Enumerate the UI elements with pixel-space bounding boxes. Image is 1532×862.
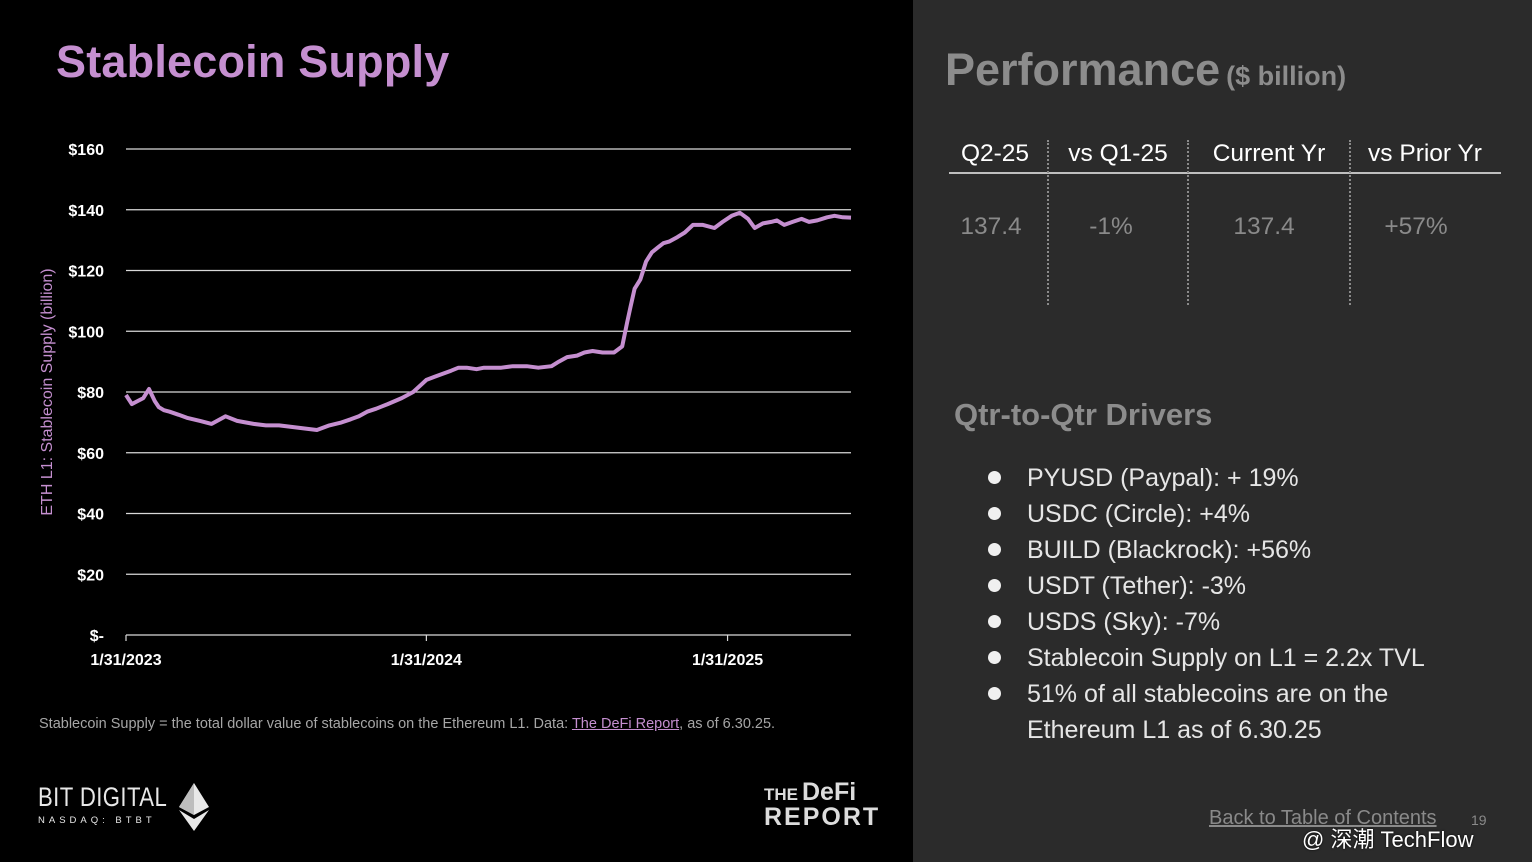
list-item: USDS (Sky): -7% (985, 604, 1425, 640)
y-tick-label: $80 (77, 385, 104, 402)
bit-digital-ticker: NASDAQ: BTBT (38, 815, 156, 826)
x-tick-label: 1/31/2023 (90, 652, 161, 669)
list-item: BUILD (Blackrock): +56% (985, 532, 1425, 568)
gridlines (126, 148, 851, 636)
y-tick-label: $60 (77, 446, 104, 463)
y-tick-label: $120 (68, 264, 104, 281)
driver-text: Stablecoin Supply on L1 = 2.2x TVL (1027, 644, 1425, 672)
x-tick-labels: 1/31/2023 1/31/2024 1/31/2025 (90, 635, 763, 669)
bullet-icon (988, 615, 1001, 628)
performance-title: Performance ($ billion) (945, 44, 1346, 96)
chart-svg: $- $20 $40 $60 $80 $100 $120 $140 $160 1/31/2023… (39, 142, 852, 669)
bullet-icon (988, 687, 1001, 700)
driver-text: BUILD (Blackrock): +56% (1027, 536, 1312, 564)
header-vs-q1-25: vs Q1-25 (1068, 140, 1168, 167)
performance-title-text: Performance (945, 44, 1221, 95)
drivers-list: PYUSD (Paypal): + 19% USDC (Circle): +4%… (985, 460, 1425, 748)
y-tick-label: $40 (77, 507, 104, 524)
list-item: PYUSD (Paypal): + 19% (985, 460, 1425, 496)
table-header-rule (949, 172, 1501, 174)
list-item: USDT (Tether): -3% (985, 568, 1425, 604)
performance-unit: ($ billion) (1226, 61, 1347, 91)
drivers-title: Qtr-to-Qtr Drivers (954, 397, 1213, 432)
page-number: 19 (1471, 812, 1487, 828)
header-q2-25: Q2-25 (960, 140, 1030, 167)
bullet-icon (988, 579, 1001, 592)
value-vs-q1-25: -1% (1089, 213, 1133, 240)
header-vs-prior-yr: vs Prior Yr (1368, 140, 1482, 167)
driver-text: USDC (Circle): +4% (1027, 500, 1250, 528)
bullet-icon (988, 507, 1001, 520)
driver-text: PYUSD (Paypal): + 19% (1027, 464, 1299, 492)
chart-panel: Stablecoin Supply $- $20 $40 $60 $80 $100 $120… (0, 36, 913, 831)
y-tick-labels: $- $20 $40 $60 $80 $100 $120 $140 $160 (68, 142, 104, 645)
footnote-suffix: , as of 6.30.25. (679, 716, 776, 732)
y-tick-label: $140 (68, 203, 104, 220)
defi-logo-word: DeFi (802, 778, 857, 806)
defi-report-link[interactable]: The DeFi Report (571, 716, 680, 732)
list-item-continuation: Ethereum L1 as of 6.30.25 (985, 712, 1425, 748)
chart-footnote: Stablecoin Supply = the total dollar val… (39, 716, 775, 732)
bullet-icon (988, 543, 1001, 556)
y-axis-label: ETH L1: Stablecoin Supply (billion) (39, 268, 56, 515)
ethereum-icon (179, 783, 209, 831)
defi-logo-report: REPORT (764, 803, 881, 831)
bullet-icon (988, 651, 1001, 664)
y-tick-label: $20 (77, 567, 104, 584)
back-to-contents-link[interactable]: Back to Table of Contents (1209, 807, 1437, 829)
value-q2-25: 137.4 (960, 213, 1022, 240)
column-divider (1187, 140, 1189, 305)
series-line (124, 210, 852, 432)
bit-digital-name: BIT DIGITAL (38, 782, 168, 812)
footnote-prefix: Stablecoin Supply = the total dollar val… (39, 716, 572, 732)
driver-text: 51% of all stablecoins are on the (1027, 680, 1389, 708)
bit-digital-logo: BIT DIGITAL NASDAQ: BTBT (38, 782, 196, 826)
list-item: Stablecoin Supply on L1 = 2.2x TVL (985, 640, 1425, 676)
performance-table: Q2-25 vs Q1-25 Current Yr vs Prior Yr 13… (949, 140, 1501, 305)
driver-text: Ethereum L1 as of 6.30.25 (1027, 716, 1322, 744)
defi-report-logo: THE DeFi REPORT (764, 780, 880, 830)
column-divider (1349, 140, 1351, 305)
value-vs-prior-yr: +57% (1384, 213, 1448, 240)
header-current-yr: Current Yr (1212, 140, 1326, 167)
stablecoin-line-chart: $- $20 $40 $60 $80 $100 $120 $140 $160 1/31/2023… (0, 120, 913, 705)
y-tick-label: $160 (68, 142, 104, 159)
bullet-icon (988, 471, 1001, 484)
chart-title: Stablecoin Supply (56, 36, 450, 87)
value-current-yr: 137.4 (1233, 213, 1295, 240)
x-tick-label: 1/31/2025 (692, 652, 763, 669)
techflow-watermark: @ 深潮 TechFlow (1302, 827, 1474, 852)
defi-logo-the: THE (764, 785, 798, 804)
driver-text: USDT (Tether): -3% (1027, 572, 1247, 600)
list-item: USDC (Circle): +4% (985, 496, 1425, 532)
y-tick-label: $- (90, 628, 104, 645)
y-tick-label: $100 (68, 324, 104, 341)
list-item: 51% of all stablecoins are on the (985, 676, 1425, 712)
column-divider (1047, 140, 1049, 305)
performance-panel (913, 0, 1532, 862)
x-tick-label: 1/31/2024 (391, 652, 462, 669)
driver-text: USDS (Sky): -7% (1027, 608, 1221, 636)
